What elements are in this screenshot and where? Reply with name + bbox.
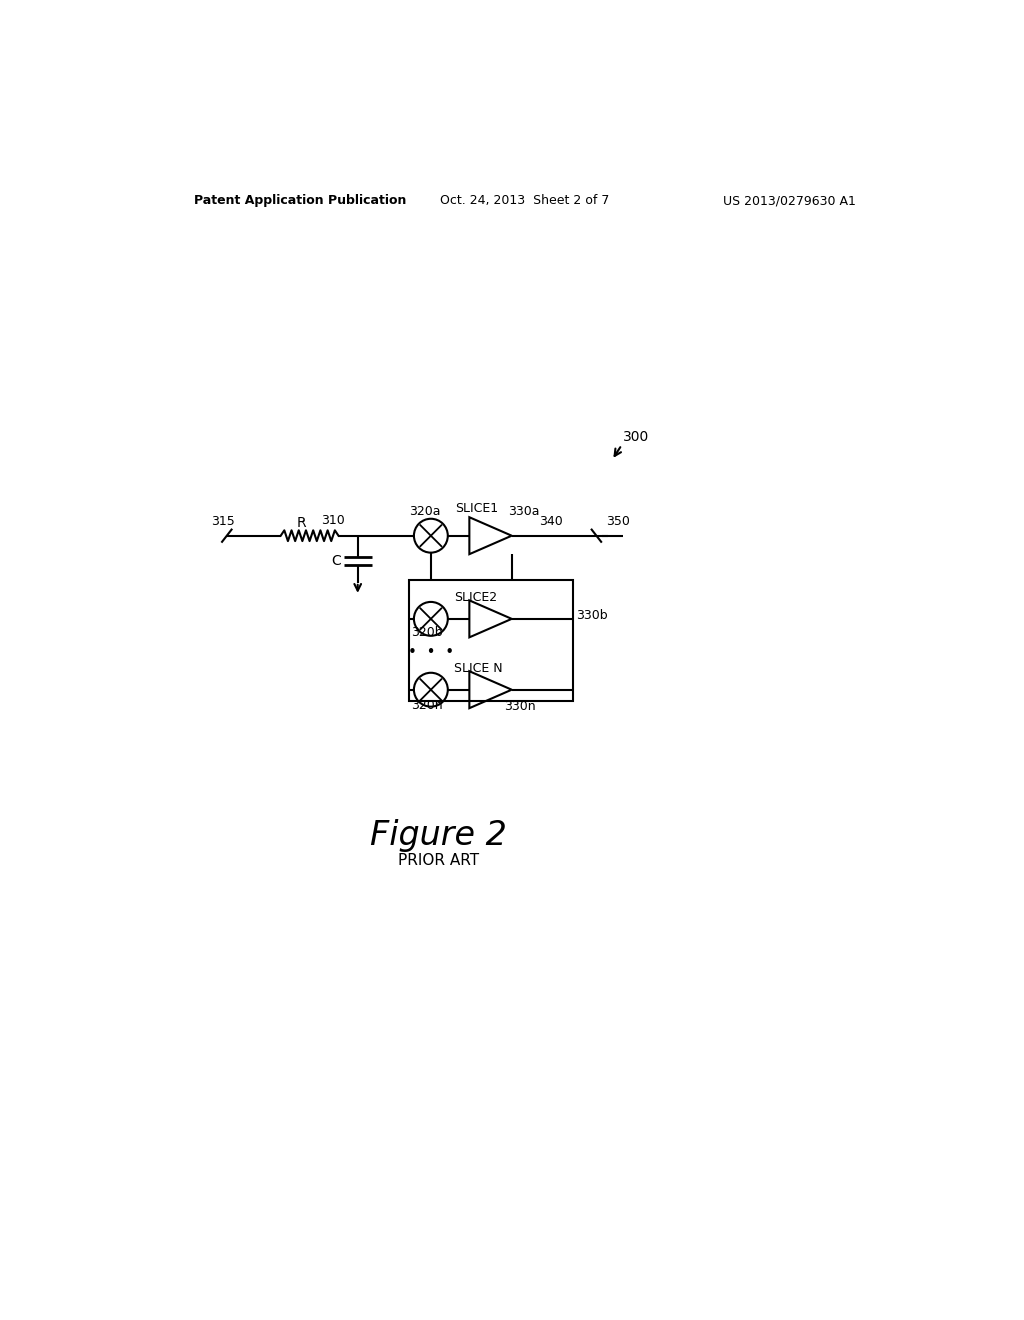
Text: 320n: 320n bbox=[411, 698, 442, 711]
Text: Figure 2: Figure 2 bbox=[370, 820, 507, 853]
Text: SLICE1: SLICE1 bbox=[456, 502, 499, 515]
Text: R: R bbox=[297, 516, 306, 531]
Text: 315: 315 bbox=[211, 515, 236, 528]
Text: Patent Application Publication: Patent Application Publication bbox=[194, 194, 407, 207]
Text: SLICE N: SLICE N bbox=[454, 661, 503, 675]
Text: SLICE2: SLICE2 bbox=[454, 591, 497, 603]
Text: PRIOR ART: PRIOR ART bbox=[398, 853, 479, 869]
Text: 320b: 320b bbox=[411, 626, 442, 639]
Text: 340: 340 bbox=[539, 515, 562, 528]
Text: C: C bbox=[331, 554, 341, 568]
Text: 310: 310 bbox=[322, 513, 345, 527]
Text: •  •  •: • • • bbox=[408, 645, 454, 660]
Text: 330b: 330b bbox=[575, 609, 607, 622]
Text: 330a: 330a bbox=[508, 504, 540, 517]
Text: 350: 350 bbox=[605, 515, 630, 528]
Text: US 2013/0279630 A1: US 2013/0279630 A1 bbox=[723, 194, 856, 207]
Text: 330n: 330n bbox=[504, 700, 536, 713]
Text: 320a: 320a bbox=[409, 504, 440, 517]
Text: 300: 300 bbox=[624, 430, 649, 444]
Text: Oct. 24, 2013  Sheet 2 of 7: Oct. 24, 2013 Sheet 2 of 7 bbox=[440, 194, 609, 207]
Bar bbox=[410, 581, 573, 701]
